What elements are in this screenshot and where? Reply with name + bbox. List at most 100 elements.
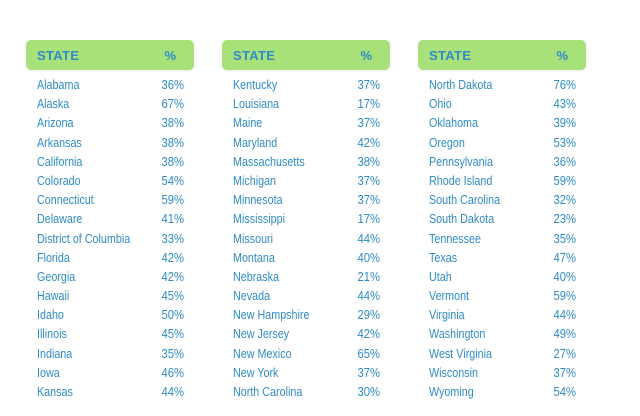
table-row: Rhode Island 59%	[418, 172, 586, 191]
state-percent: 44%	[553, 308, 576, 323]
table-row: Michigan 37%	[222, 172, 390, 191]
state-name: Rhode Island	[429, 173, 493, 188]
state-name: Washington	[429, 327, 486, 342]
header-percent-label: %	[164, 48, 176, 63]
state-name: Maine	[233, 116, 263, 131]
state-percent: 35%	[553, 231, 576, 246]
state-name: Louisiana	[233, 97, 280, 112]
state-percent: 30%	[357, 385, 380, 399]
table-header: STATE %	[26, 40, 194, 70]
table-row: Indiana 35%	[26, 345, 194, 364]
state-percent: 59%	[553, 173, 576, 188]
header-percent-label: %	[360, 48, 372, 63]
state-percent: 42%	[357, 135, 380, 150]
state-percent: 47%	[553, 250, 576, 265]
state-percent: 37%	[357, 193, 380, 208]
state-name: Wyoming	[429, 385, 474, 399]
table-row: Texas 47%	[418, 249, 586, 268]
state-percent: 67%	[161, 97, 184, 112]
state-percent: 40%	[357, 250, 380, 265]
state-name: Connecticut	[37, 193, 94, 208]
state-percent: 36%	[553, 154, 576, 169]
state-name: South Carolina	[429, 193, 501, 208]
table-row: Delaware 41%	[26, 210, 194, 229]
state-name: Nebraska	[233, 269, 280, 284]
table-row: Oklahoma 39%	[418, 114, 586, 133]
state-percent: 44%	[357, 231, 380, 246]
state-percent: 42%	[161, 250, 184, 265]
state-name: South Dakota	[429, 212, 495, 227]
state-name: Alabama	[37, 78, 80, 92]
state-name: Colorado	[37, 173, 81, 188]
table-row: Georgia 42%	[26, 268, 194, 287]
state-percent: 38%	[161, 135, 184, 150]
state-name: North Dakota	[429, 78, 493, 92]
state-name: Mississippi	[233, 212, 285, 227]
state-percent: 37%	[357, 116, 380, 131]
state-percent: 39%	[553, 116, 576, 131]
state-percent: 44%	[357, 289, 380, 304]
state-name: Kansas	[37, 385, 73, 399]
table-row: North Dakota 76%	[418, 76, 586, 95]
state-name: New Mexico	[233, 346, 292, 361]
state-name: Maryland	[233, 135, 278, 150]
table-row: Pennsylvania 36%	[418, 153, 586, 172]
table-row: New Mexico 65%	[222, 345, 390, 364]
state-percent: 33%	[161, 231, 184, 246]
table-row: Maine 37%	[222, 114, 390, 133]
table-row: Vermont 59%	[418, 287, 586, 306]
state-percent: 37%	[553, 365, 576, 380]
table-row: Utah 40%	[418, 268, 586, 287]
state-name: Oregon	[429, 135, 465, 150]
state-percent: 76%	[553, 78, 576, 92]
state-name: Kentucky	[233, 78, 278, 92]
state-percent: 38%	[357, 154, 380, 169]
state-percent: 45%	[161, 289, 184, 304]
state-percent: 65%	[357, 346, 380, 361]
state-percent: 29%	[357, 308, 380, 323]
state-name: Utah	[429, 269, 452, 284]
state-name: Delaware	[37, 212, 83, 227]
state-name: Texas	[429, 250, 458, 265]
state-percent: 23%	[553, 212, 576, 227]
state-percent: 38%	[161, 116, 184, 131]
header-state-label: STATE	[429, 48, 472, 63]
table-row: Alaska 67%	[26, 95, 194, 114]
table-row: Washington 49%	[418, 325, 586, 344]
table-row: Kansas 44%	[26, 383, 194, 402]
table-row: Nebraska 21%	[222, 268, 390, 287]
state-percent: 21%	[357, 269, 380, 284]
state-name: Massachusetts	[233, 154, 305, 169]
state-name: North Carolina	[233, 385, 303, 399]
state-name: Montana	[233, 250, 275, 265]
table-row: Arkansas 38%	[26, 134, 194, 153]
table-row: Kentucky 37%	[222, 76, 390, 95]
table-row: Connecticut 59%	[26, 191, 194, 210]
state-name: New Hampshire	[233, 308, 310, 323]
state-percent: 17%	[357, 97, 380, 112]
table-row: Iowa 46%	[26, 364, 194, 383]
state-percent: 37%	[357, 173, 380, 188]
state-percent: 37%	[357, 365, 380, 380]
state-name: Arizona	[37, 116, 74, 131]
state-percent: 36%	[161, 78, 184, 92]
state-name: Michigan	[233, 173, 277, 188]
state-name: Minnesota	[233, 193, 283, 208]
table-row: Louisiana 17%	[222, 95, 390, 114]
table-row: Mississippi 17%	[222, 210, 390, 229]
state-percent: 37%	[357, 78, 380, 92]
state-percent: 50%	[161, 308, 184, 323]
table-row: Ohio 43%	[418, 95, 586, 114]
state-name: California	[37, 154, 83, 169]
state-table-3: STATE % North Dakota 76% Ohio 43% Oklahoma 39…	[418, 40, 586, 402]
table-row: Tennessee 35%	[418, 230, 586, 249]
state-name: West Virginia	[429, 346, 492, 361]
state-percent: 59%	[161, 193, 184, 208]
state-name: Tennessee	[429, 231, 482, 246]
state-name: Wisconsin	[429, 365, 478, 380]
table-row: Illinois 45%	[26, 325, 194, 344]
table-row: Colorado 54%	[26, 172, 194, 191]
table-row: Minnesota 37%	[222, 191, 390, 210]
table-row: Wisconsin 37%	[418, 364, 586, 383]
table-row: Alabama 36%	[26, 76, 194, 95]
